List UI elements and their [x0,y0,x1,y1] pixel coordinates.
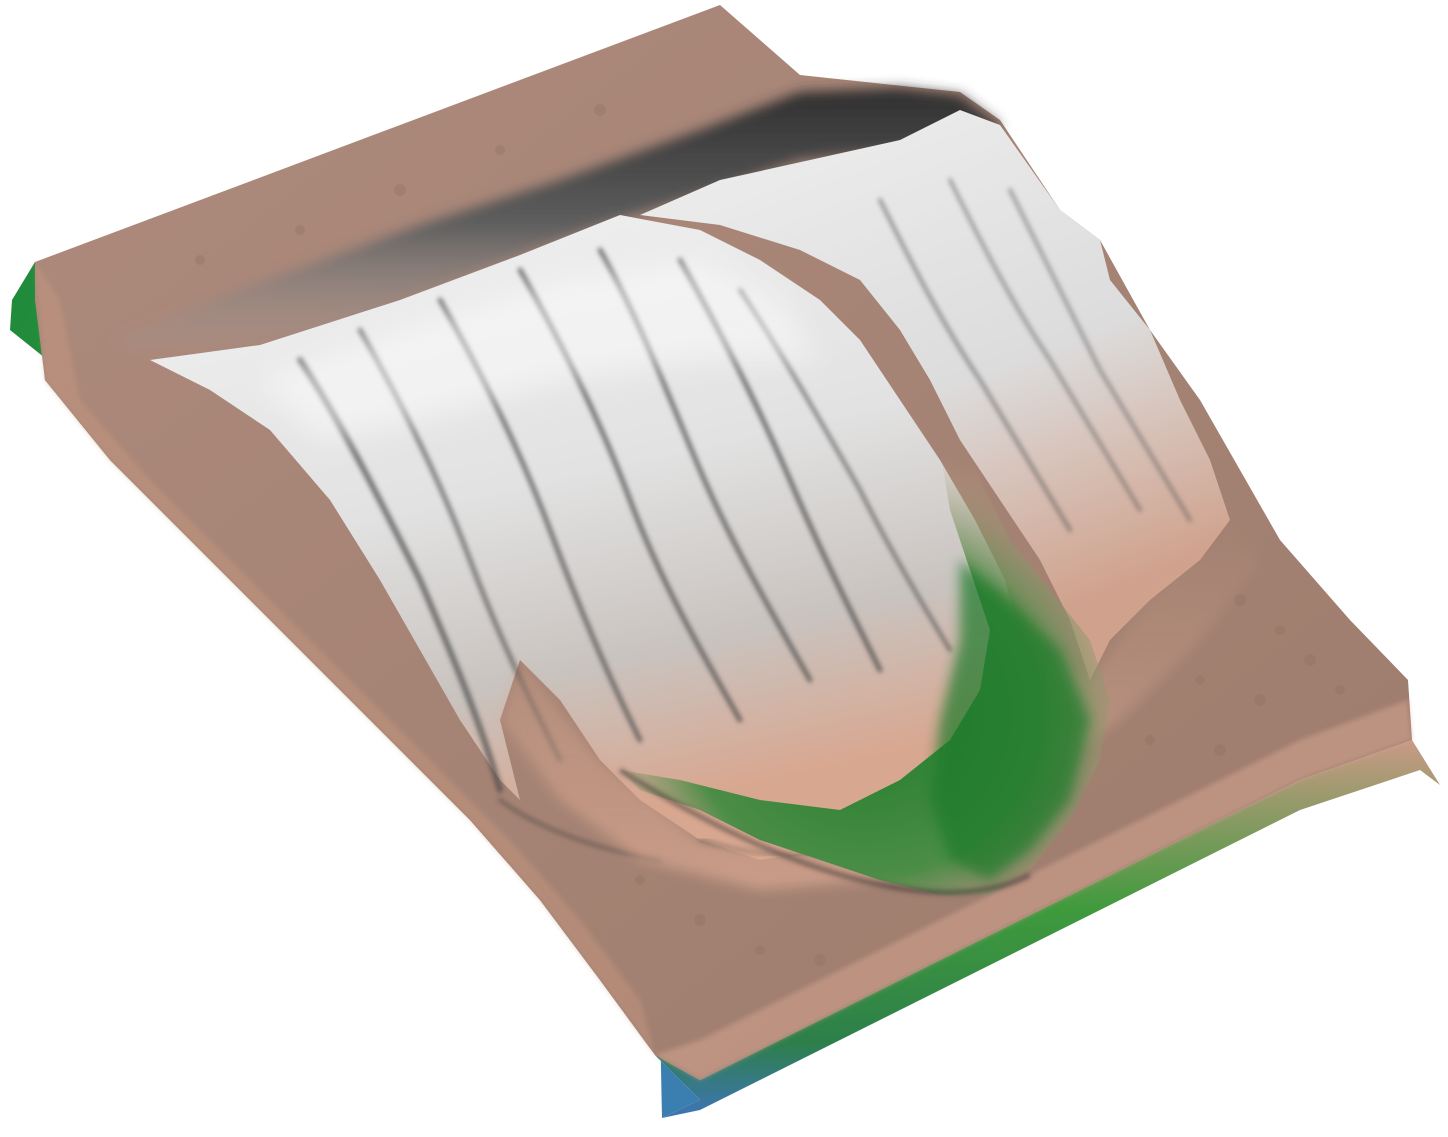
back-ridge-shadow [110,88,1000,360]
rock-texture [195,104,1345,966]
front-edge-highlight [655,700,1412,1080]
valley-shadow [618,767,1032,895]
green-valley-core [930,560,1090,880]
right-snow-massif [640,110,1230,680]
snow-highlight [260,260,820,440]
front-side-wall [655,740,1440,1118]
